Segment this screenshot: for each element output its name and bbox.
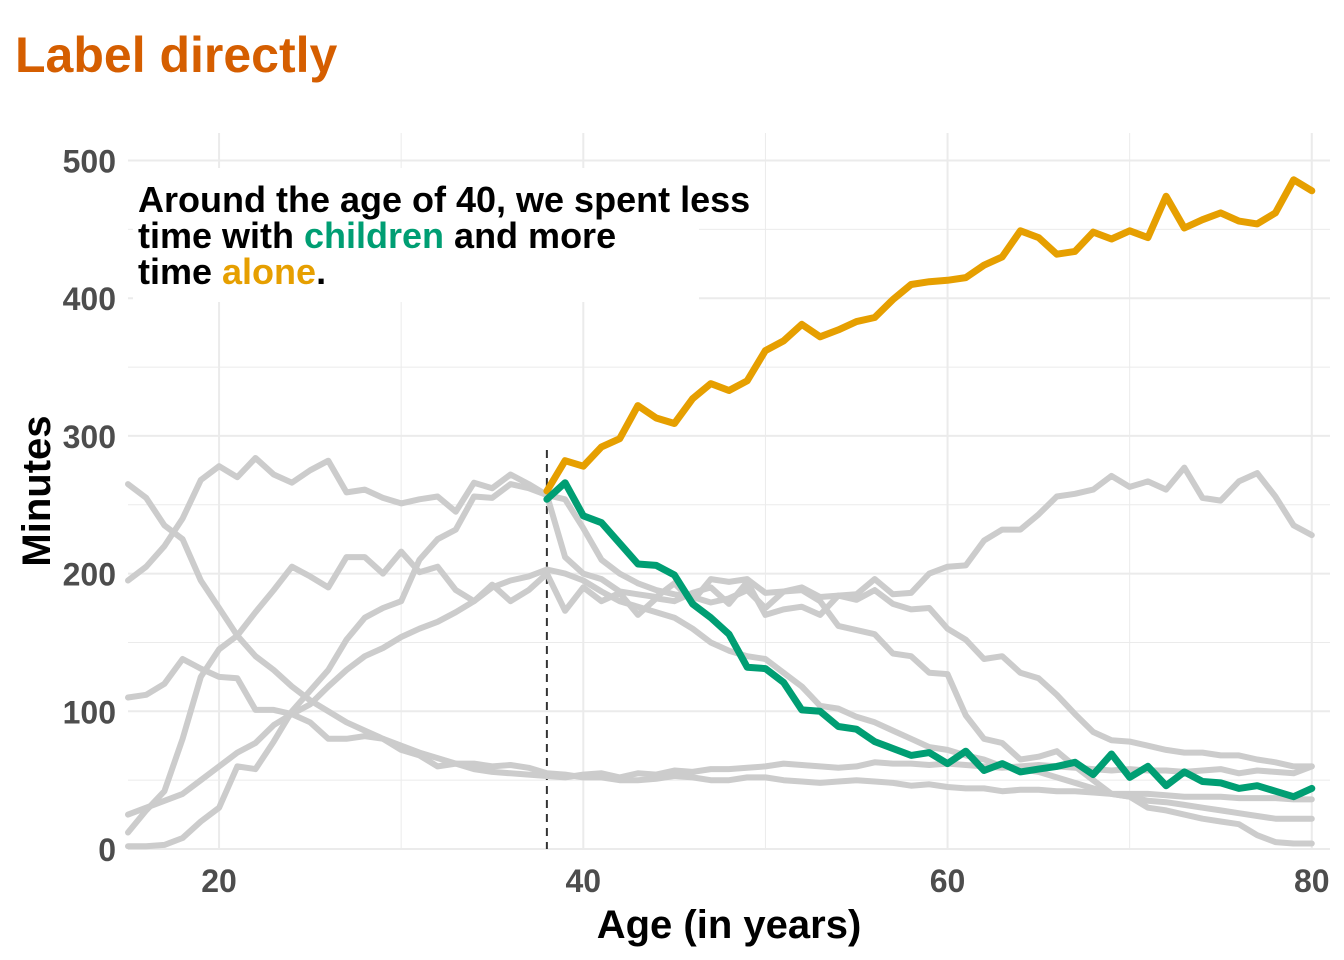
annotation-text-2: time with: [138, 215, 304, 256]
series-line-background: [125, 481, 1315, 781]
x-tick-label: 60: [930, 863, 966, 899]
annotation-background: [133, 168, 699, 302]
series-line-children: [543, 479, 1316, 801]
annotation-text-4: time: [138, 251, 222, 292]
annotation-line-2: time with children and more: [138, 215, 626, 256]
page-title: Label directly: [15, 27, 338, 83]
series-line-background: [125, 566, 1315, 822]
series-line-background: [125, 548, 1315, 836]
y-tick-label: 100: [63, 694, 116, 730]
annotation: Around the age of 40, we spent less time…: [138, 179, 760, 292]
x-axis-title: Age (in years): [597, 903, 862, 947]
y-axis-ticks: 0 100 200 300 400 500: [63, 144, 116, 868]
annotation-line-1: Around the age of 40, we spent less: [138, 179, 760, 220]
x-tick-label: 80: [1294, 863, 1330, 899]
annotation-children-label: children: [304, 215, 444, 256]
y-tick-label: 200: [63, 557, 116, 593]
annotation-alone-label: alone: [222, 251, 316, 292]
annotation-text-1: Around the age of 40, we spent less: [138, 179, 750, 220]
y-axis-title: Minutes: [15, 415, 59, 566]
series-line-alone: [543, 176, 1316, 495]
series-group: [125, 176, 1316, 850]
y-tick-label: 300: [63, 419, 116, 455]
series-line-background: [125, 455, 1315, 611]
y-tick-label: 0: [98, 832, 116, 868]
x-axis-ticks: 20 40 60 80: [201, 863, 1329, 899]
x-tick-label: 40: [566, 863, 602, 899]
annotation-text-3: and more: [444, 215, 616, 256]
annotation-line-3: time alone.: [138, 251, 326, 292]
y-tick-label: 500: [63, 144, 116, 180]
annotation-text-5: .: [316, 251, 326, 292]
x-tick-label: 20: [201, 863, 237, 899]
y-tick-label: 400: [63, 281, 116, 317]
